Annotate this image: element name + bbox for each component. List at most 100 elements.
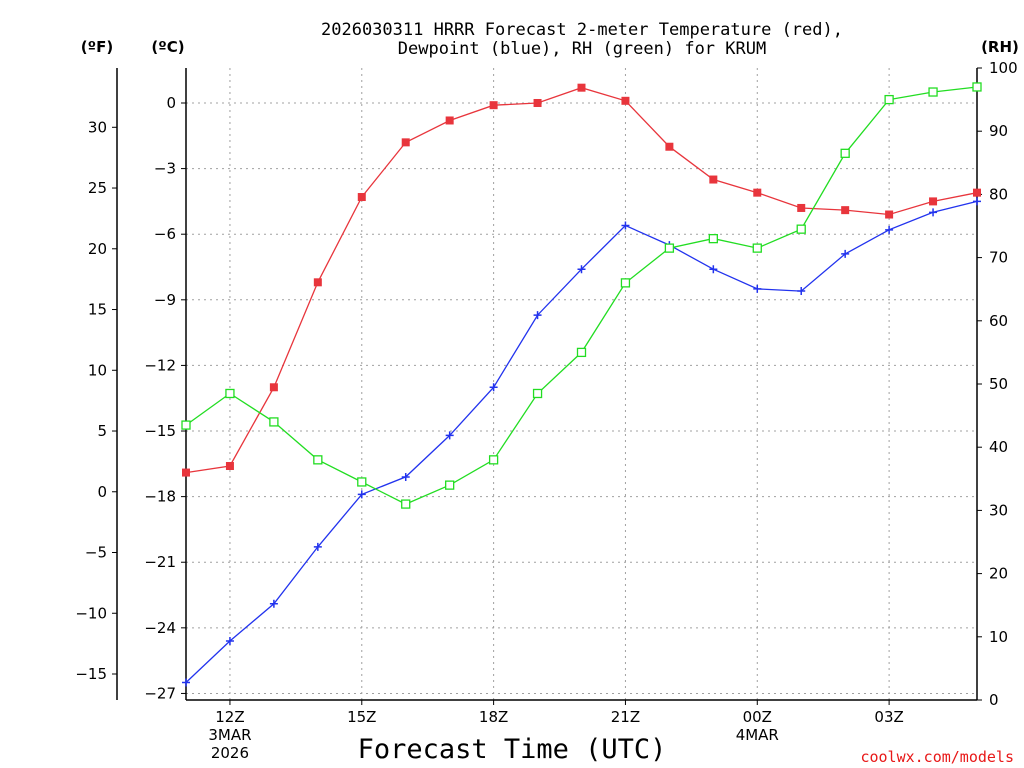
rh-point [357,477,367,487]
dewpoint-point [621,221,630,230]
rh-point [928,87,938,97]
fahrenheit-tick-label: 0 [97,483,107,501]
rh-tick-label: 20 [989,565,1008,583]
dewpoint-point [929,208,938,217]
2-meter-temperature-point [753,188,762,197]
dewpoint-point [973,197,981,206]
rh-point [269,417,279,427]
rh-tick-label: 10 [989,628,1008,646]
fahrenheit-tick-label: 20 [88,240,107,258]
dewpoint-point [577,265,586,274]
celsius-tick-label: −27 [144,684,176,702]
rh-point [313,455,323,465]
dewpoint-point [533,311,542,320]
2-meter-temperature-point [577,83,586,92]
celsius-tick-label: −9 [154,291,176,309]
celsius-tick-label: −24 [144,619,176,637]
x-tick-label: 00Z [743,708,772,726]
rh-point [225,388,235,399]
rh-tick-label: 50 [989,375,1008,393]
2-meter-temperature-point [841,206,850,215]
rh-point [972,82,982,92]
dewpoint-point [489,383,498,392]
x-tick-date-label: 3MAR [208,726,251,744]
dewpoint-point [269,599,278,608]
x-axis-title: Forecast Time (UTC) [358,734,667,765]
chart-axes [112,67,982,705]
x-tick-label: 03Z [874,708,903,726]
rh-point [884,94,894,105]
fahrenheit-tick-label: 30 [88,118,107,136]
x-tick-date-label: 4MAR [736,726,779,744]
dewpoint-point [313,542,322,551]
rh-line [185,86,978,505]
fahrenheit-tick-label: 25 [88,179,107,197]
x-tick-label: 15Z [347,708,376,726]
credit-text: coolwx.com/models [860,748,1014,766]
rh-tick-label: 40 [989,438,1008,456]
dewpoint-point [797,287,806,296]
celsius-unit-label: (ºC) [151,38,184,56]
rh-point [401,499,411,509]
celsius-tick-label: −3 [154,160,176,178]
2-meter-temperature-point [401,138,410,147]
x-tick-label: 18Z [479,708,508,726]
rh-point [708,233,718,244]
celsius-tick-label: −6 [154,225,176,243]
rh-tick-label: 80 [989,185,1008,203]
x-tick-label: 21Z [611,708,640,726]
dewpoint-point [357,490,366,499]
2-meter-temperature-point [182,468,190,477]
rh-point [181,420,191,430]
2-meter-temperature-point [621,96,630,105]
rh-point [796,224,806,234]
rh-point [664,243,675,253]
dewpoint-line [185,200,978,683]
dewpoint-point [841,249,850,258]
grid-lines [186,68,977,700]
dewpoint-point [225,636,234,645]
rh-tick-label: 30 [989,501,1008,519]
2-meter-temperature-point [885,210,894,219]
celsius-tick-label: 0 [166,94,176,112]
2-meter-temperature-point [489,101,498,110]
celsius-tick-label: −18 [144,488,176,506]
rh-point [532,388,543,399]
tick-labels: 0−3−6−9−12−15−18−21−24−27302520151050−5−… [75,59,1017,762]
2-meter-temperature-point [357,193,366,202]
2-meter-temperature-point [665,142,674,151]
2-meter-temperature-point [533,98,542,107]
rh-tick-label: 70 [989,249,1008,267]
x-tick-year-label: 2026 [211,744,249,762]
rh-tick-label: 0 [989,691,999,709]
2-meter-temperature-point [225,462,234,471]
dewpoint-point [401,472,410,481]
rh-tick-label: 90 [989,122,1008,140]
2-meter-temperature-point [973,188,981,197]
fahrenheit-tick-label: 15 [88,301,107,319]
rh-point [620,278,631,288]
fahrenheit-tick-label: 5 [97,422,107,440]
fahrenheit-unit-label: (ºF) [81,38,113,56]
fahrenheit-tick-label: −5 [85,544,107,562]
chart-title-line1: 2026030311 HRRR Forecast 2-meter Tempera… [321,20,843,40]
chart-title-line2: Dewpoint (blue), RH (green) for KRUM [398,39,766,59]
dewpoint-point [753,284,762,293]
dewpoint-point [709,265,718,274]
rh-tick-label: 60 [989,312,1008,330]
2-meter-temperature-point [929,197,938,206]
dewpoint-point [445,431,454,440]
2-meter-temperature-line [185,87,978,474]
rh-tick-label: 100 [989,59,1018,77]
2-meter-temperature-point [445,116,454,125]
rh-point [445,480,455,490]
2-meter-temperature-point [797,203,806,212]
dewpoint-point [182,678,190,687]
fahrenheit-tick-label: −15 [75,665,107,683]
x-tick-label: 12Z [215,708,244,726]
celsius-tick-label: −21 [144,553,176,571]
2-meter-temperature-point [709,175,718,184]
rh-point [752,243,762,253]
rh-unit-label: (RH) [981,38,1019,56]
